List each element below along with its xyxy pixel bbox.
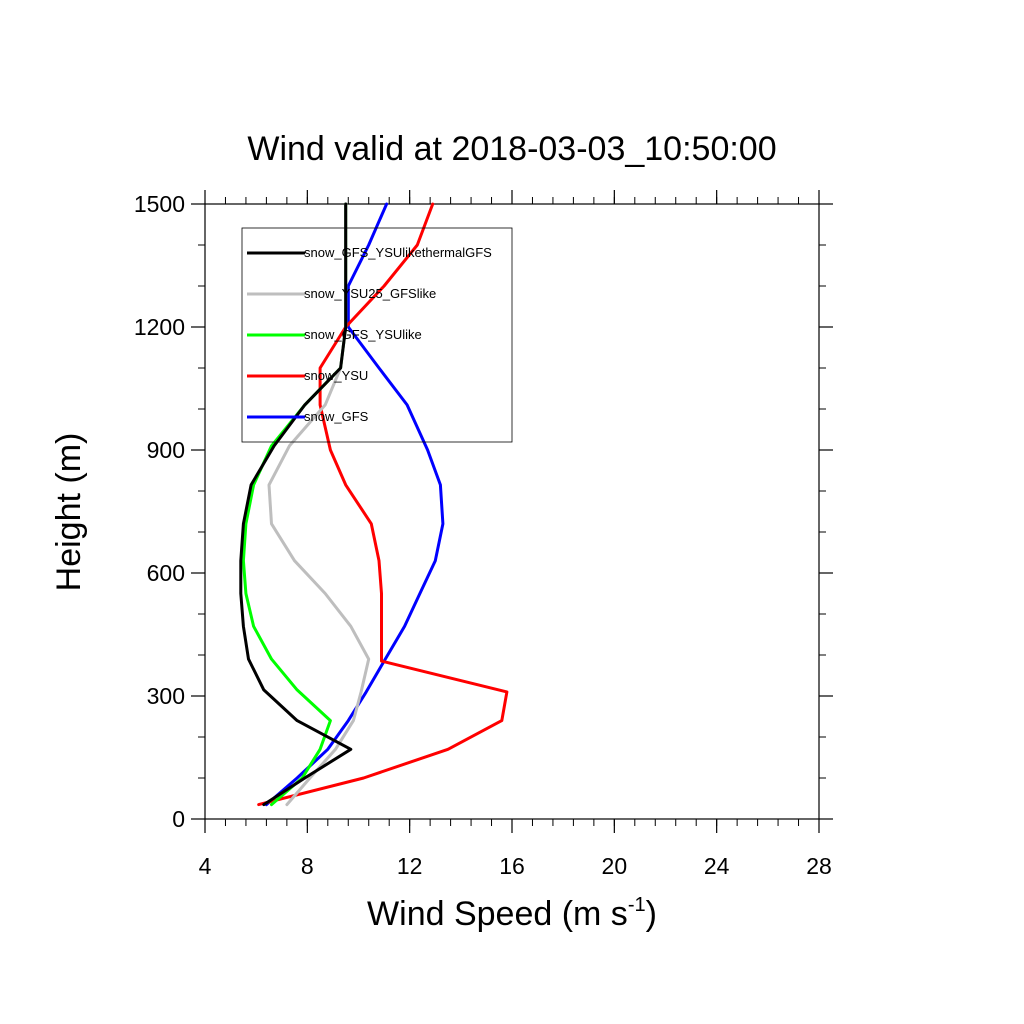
legend-label: snow_GFS_YSUlike: [304, 327, 422, 342]
y-tick-label: 900: [147, 437, 185, 463]
x-tick-label: 24: [704, 853, 730, 879]
y-tick-label: 600: [147, 560, 185, 586]
y-tick-label: 1500: [134, 191, 185, 217]
chart-title: Wind valid at 2018-03-03_10:50:00: [247, 130, 776, 168]
series-line-snow_GFS_YSUlikethermalGFS: [239, 202, 353, 807]
y-tick-label: 0: [172, 806, 185, 832]
x-axis-label: Wind Speed (m s-1): [367, 894, 657, 933]
x-tick-label: 12: [397, 853, 423, 879]
x-tick-label: 16: [499, 853, 525, 879]
x-tick-label: 20: [602, 853, 628, 879]
x-axis-label-main: Wind Speed (m s: [367, 895, 628, 933]
legend-label: snow_GFS_YSUlikethermalGFS: [304, 245, 492, 260]
series-line-snow_GFS: [264, 202, 445, 807]
legend-label: snow_GFS: [304, 409, 369, 424]
y-axis-label: Height (m): [50, 433, 88, 592]
series-lines: [239, 202, 509, 807]
x-axis-label-suffix: ): [646, 895, 657, 933]
y-tick-label: 1200: [134, 314, 185, 340]
y-tick-label: 300: [147, 683, 185, 709]
plot-frame: [204, 203, 820, 820]
x-tick-label: 8: [301, 853, 314, 879]
series-line-snow_YSU: [257, 202, 509, 807]
x-tick-labels: 4 8 12 16 20 24 28: [199, 853, 832, 879]
legend-box: [241, 227, 513, 443]
y-tick-labels: 0 300 600 900 1200 1500: [134, 191, 185, 832]
legend-label: snow_YSU: [304, 368, 368, 383]
major-ticks: [191, 190, 833, 833]
x-tick-label: 28: [806, 853, 832, 879]
x-tick-label: 4: [199, 853, 212, 879]
x-axis-label-superscript: -1: [628, 894, 646, 916]
legend-label: snow_YSU25_GFSlike: [304, 286, 436, 301]
legend: snow_GFS_YSUlikethermalGFS snow_YSU25_GFS…: [241, 227, 513, 443]
